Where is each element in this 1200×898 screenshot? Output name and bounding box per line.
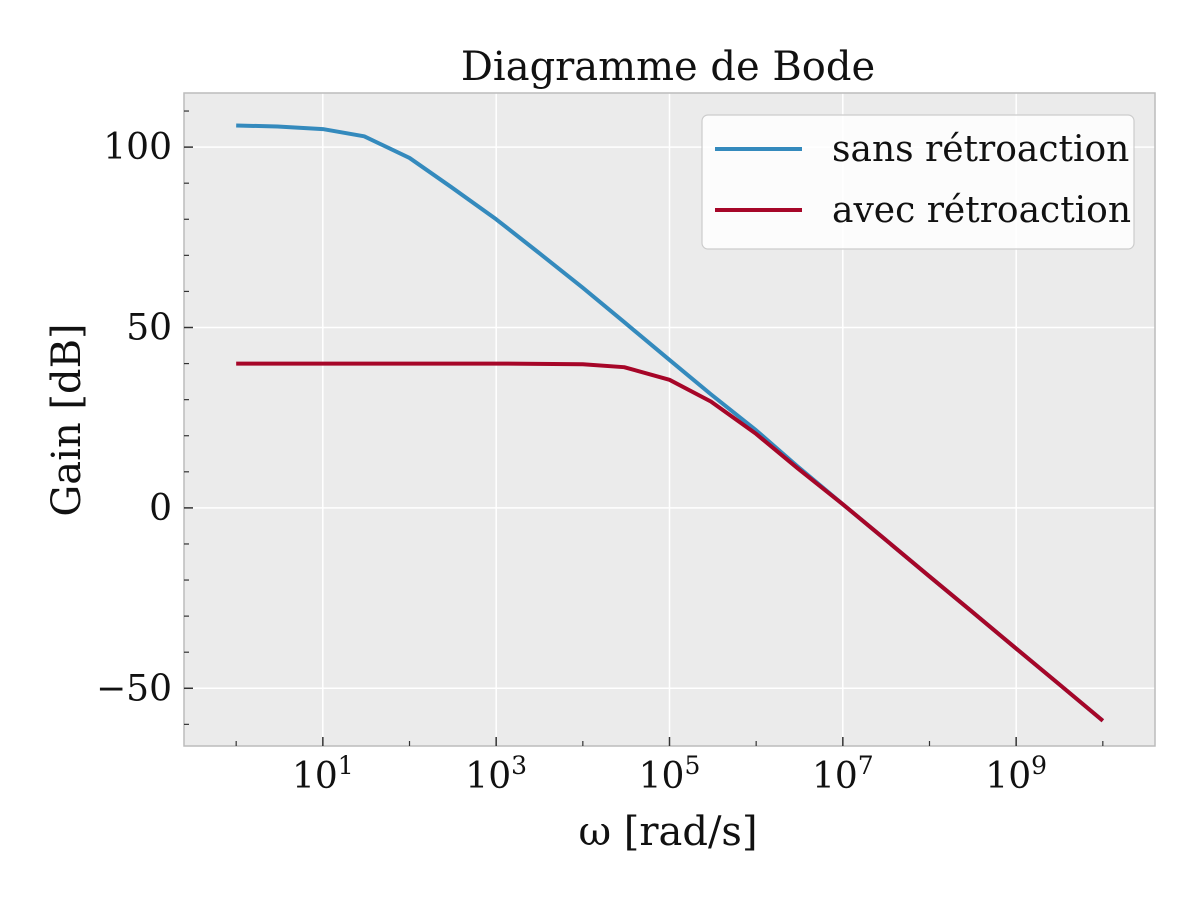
x-tick-exponent: 3 <box>511 751 527 780</box>
y-axis-label: Gain [dB] <box>44 323 90 516</box>
x-tick-base: 10 <box>812 756 858 797</box>
x-tick-exponent: 7 <box>858 751 874 780</box>
x-tick-exponent: 9 <box>1031 751 1047 780</box>
x-axis-label: ω [rad/s] <box>578 809 757 855</box>
y-tick-label: 50 <box>126 308 172 349</box>
x-tick-exponent: 5 <box>684 751 700 780</box>
x-tick-base: 10 <box>639 756 685 797</box>
chart-title: Diagramme de Bode <box>461 44 875 90</box>
x-tick-base: 10 <box>292 756 338 797</box>
x-tick-label: 109 <box>985 751 1047 797</box>
x-tick-label: 103 <box>465 751 527 797</box>
x-tick-label: 101 <box>292 751 354 797</box>
y-tick-label: −50 <box>96 668 172 709</box>
y-tick-label: 100 <box>103 127 172 168</box>
x-tick-exponent: 1 <box>338 751 354 780</box>
x-tick-base: 10 <box>465 756 511 797</box>
legend-label-0: sans rétroaction <box>832 129 1129 170</box>
x-tick-base: 10 <box>985 756 1031 797</box>
y-tick-label: 0 <box>149 488 172 529</box>
x-tick-label: 105 <box>639 751 701 797</box>
legend-box <box>701 114 1135 250</box>
series-line-1 <box>236 361 1105 723</box>
x-tick-label: 107 <box>812 751 874 797</box>
legend-label-1: avec rétroaction <box>832 190 1131 231</box>
